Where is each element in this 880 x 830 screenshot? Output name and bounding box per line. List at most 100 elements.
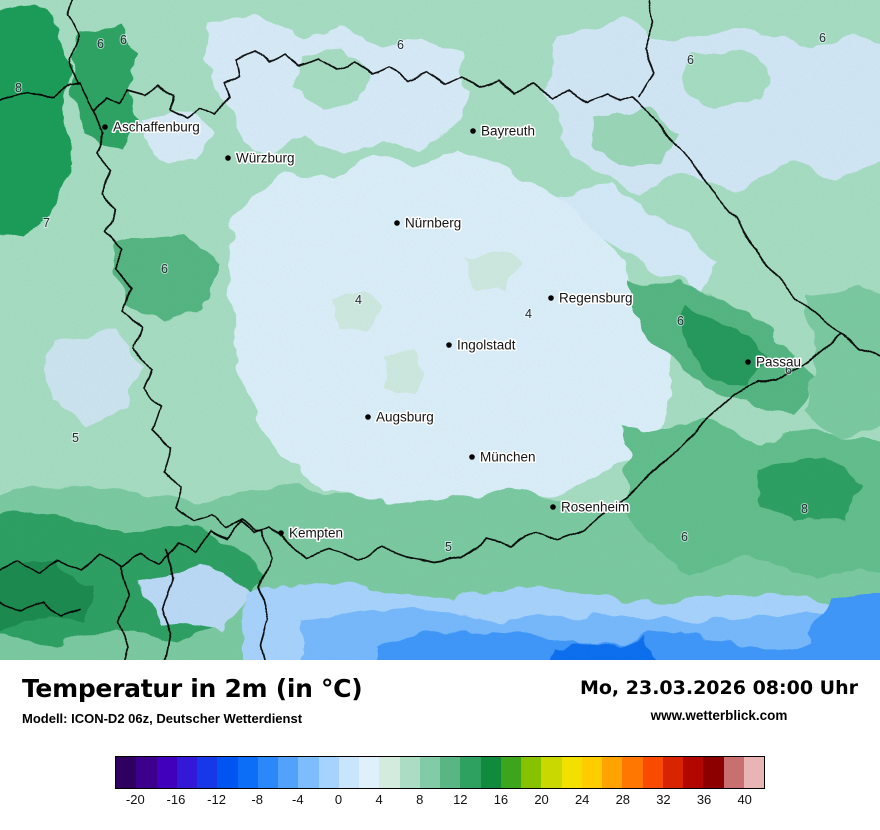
legend-color-segment <box>359 757 380 788</box>
legend-tick-label: 4 <box>375 792 383 807</box>
city-label: Kempten <box>289 526 343 541</box>
legend-color-segment <box>136 757 157 788</box>
temperature-value-label: 6 <box>120 33 127 47</box>
border-line-tyrol-1 <box>258 529 272 660</box>
legend-tick-label: -20 <box>125 792 145 807</box>
legend-color-segment <box>602 757 623 788</box>
legend-color-segment <box>278 757 299 788</box>
legend-color-segment <box>622 757 643 788</box>
footer-left: Temperatur in 2m (in °C) Modell: ICON-D2… <box>22 674 363 726</box>
footer-right: Mo, 23.03.2026 08:00 Uhr www.wetterblick… <box>580 674 858 723</box>
city-dot-icon <box>225 155 231 161</box>
city-label: Rosenheim <box>561 500 629 515</box>
city-marker: Aschaffenburg <box>102 118 201 136</box>
city-marker: Regensburg <box>548 289 634 307</box>
city-label: München <box>480 450 536 465</box>
legend-tick-label: 24 <box>574 792 590 807</box>
city-dot-icon <box>102 124 108 130</box>
legend-color-segment <box>743 757 764 788</box>
temperature-value-label: 8 <box>15 81 22 95</box>
city-dot-icon <box>278 530 284 536</box>
legend-color-segment <box>156 757 177 788</box>
temperature-value-label: 8 <box>801 502 808 516</box>
legend-color-segment <box>419 757 440 788</box>
city-label: Würzburg <box>236 151 295 166</box>
legend-tick-label: -8 <box>251 792 263 807</box>
map-title: Temperatur in 2m (in °C) <box>22 674 363 703</box>
city-label: Regensburg <box>559 291 633 306</box>
temperature-value-label: 6 <box>677 314 684 328</box>
legend-tick-label: 12 <box>453 792 468 807</box>
temperature-value-label: 6 <box>687 53 694 67</box>
legend-color-segment <box>379 757 400 788</box>
temperature-value-label: 6 <box>397 38 404 52</box>
legend-color-segment <box>217 757 238 788</box>
city-dot-icon <box>469 454 475 460</box>
legend-color-segment <box>298 757 319 788</box>
border-line-north <box>0 49 635 119</box>
state-borders <box>0 0 880 660</box>
border-line-tyrol-3 <box>117 564 130 660</box>
city-marker: Rosenheim <box>550 498 631 516</box>
legend-color-segment <box>440 757 461 788</box>
city-marker-layer: Aschaffenburg Würzburg Bayreuth Nürnberg Reg… <box>102 118 803 542</box>
city-marker: Würzburg <box>225 149 296 167</box>
temperature-value-label: 4 <box>525 307 532 321</box>
temperature-value-layer: 6 6 8 6 6 6 7 6 4 4 6 6 5 5 6 8 <box>14 30 827 555</box>
legend-color-segment <box>703 757 724 788</box>
legend-tick-label: 20 <box>534 792 549 807</box>
city-marker: Augsburg <box>365 408 435 426</box>
temperature-value-label: 4 <box>355 293 362 307</box>
city-marker: Ingolstadt <box>446 336 517 354</box>
city-label: Bayreuth <box>481 124 535 139</box>
border-line-austria-inn <box>663 333 843 463</box>
texture-overlay <box>0 0 880 660</box>
city-dot-icon <box>548 295 554 301</box>
legend-color-segment <box>521 757 542 788</box>
legend-color-segment <box>237 757 258 788</box>
city-marker: Bayreuth <box>470 122 537 140</box>
legend-tick-label: 8 <box>416 792 424 807</box>
city-dot-icon <box>365 414 371 420</box>
city-label: Nürnberg <box>405 216 461 231</box>
border-line-alps <box>0 461 665 573</box>
legend-color-segment <box>176 757 197 788</box>
legend-tick-label: 32 <box>656 792 671 807</box>
temperature-value-label: 5 <box>72 431 79 445</box>
city-marker: München <box>469 448 537 466</box>
legend-color-segment <box>581 757 602 788</box>
legend-color-segment <box>197 757 218 788</box>
legend-color-segment <box>399 757 420 788</box>
legend-color-segment <box>338 757 359 788</box>
forecast-datetime: Mo, 23.03.2026 08:00 Uhr <box>579 677 858 699</box>
city-label: Ingolstadt <box>457 338 516 353</box>
city-label: Aschaffenburg <box>113 120 200 135</box>
border-line-southwest <box>0 600 81 617</box>
legend-tick-label: 28 <box>615 792 631 807</box>
temperature-map[interactable]: 6 6 8 6 6 6 7 6 4 4 6 6 5 5 6 8 Aschaffenburg Würzburg Ba… <box>0 0 880 660</box>
legend-tick-row: -20 -16 -12 -8 -4 0 4 8 12 16 20 24 28 32 36 40 <box>115 792 765 809</box>
website-link[interactable]: www.wetterblick.com <box>650 708 788 723</box>
legend-tick-label: -16 <box>166 792 186 807</box>
temperature-legend: -20 -16 -12 -8 -4 0 4 8 12 16 20 24 28 32 36 40 <box>115 756 765 809</box>
legend-colorbar <box>115 756 765 789</box>
legend-color-segment <box>683 757 704 788</box>
legend-tick-label: -4 <box>292 792 304 807</box>
legend-color-segment <box>116 757 137 788</box>
legend-color-segment <box>318 757 339 788</box>
city-marker: Kempten <box>278 524 345 542</box>
temperature-value-label: 6 <box>785 363 792 377</box>
temperature-value-label: 5 <box>445 540 452 554</box>
city-dot-icon <box>745 359 751 365</box>
city-dot-icon <box>470 128 476 134</box>
legend-tick-label: 16 <box>493 792 509 807</box>
legend-tick-label: 0 <box>334 792 343 807</box>
city-marker: Nürnberg <box>394 214 463 232</box>
city-dot-icon <box>550 504 556 510</box>
city-dot-icon <box>394 220 400 226</box>
legend-tick-label: 40 <box>737 792 752 807</box>
border-line-topright <box>639 0 655 97</box>
temperature-value-label: 6 <box>819 31 826 45</box>
city-marker: Passau <box>745 353 803 371</box>
